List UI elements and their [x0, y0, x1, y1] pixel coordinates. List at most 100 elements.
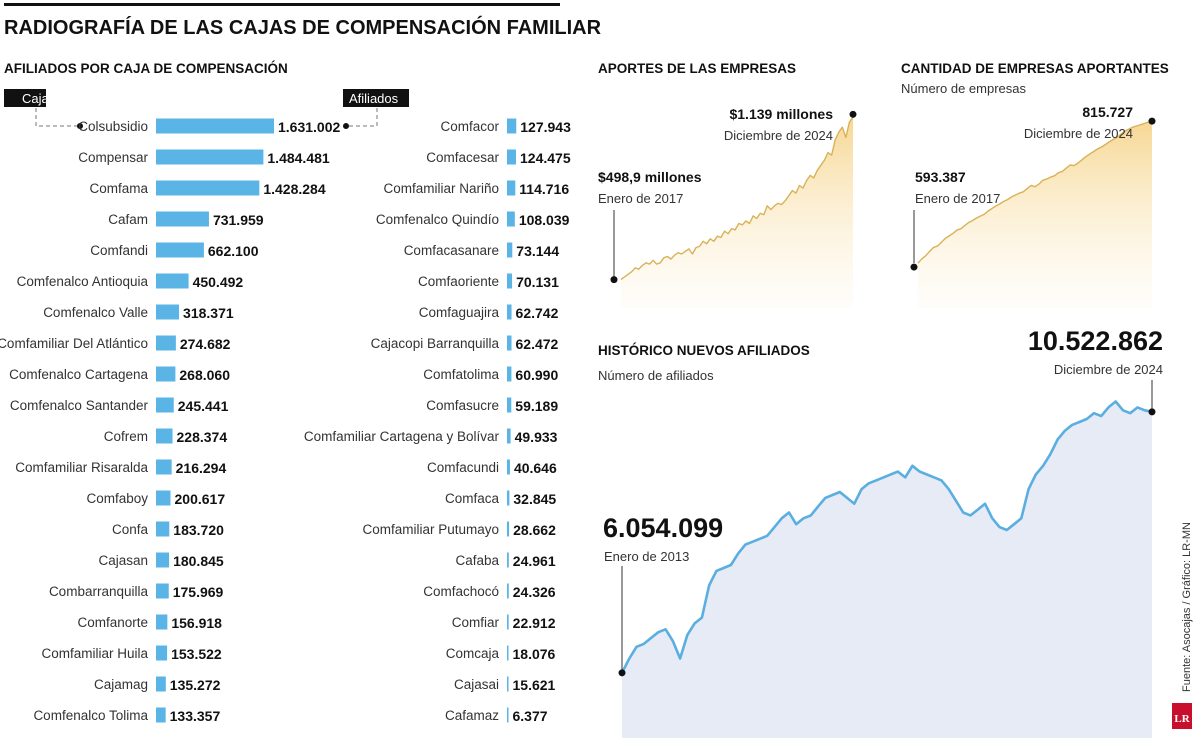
bar-category-label: Cofrem	[104, 429, 148, 444]
bar	[156, 552, 170, 568]
afiliados-legend-tag: Afiliados	[343, 89, 409, 107]
bar	[507, 583, 509, 599]
bar-category-label: Comfatolima	[423, 367, 499, 382]
bar-category-label: Comfamiliar Nariño	[383, 181, 499, 196]
bar	[507, 366, 512, 382]
bar-value-label: 24.961	[513, 553, 556, 569]
bar	[507, 490, 510, 506]
bar-category-label: Comfachocó	[423, 584, 499, 599]
bar	[507, 521, 510, 537]
bar-category-label: Comfamiliar Del Atlántico	[0, 336, 148, 351]
bar-category-label: Comfamiliar Putumayo	[362, 522, 499, 537]
title-top-rule	[4, 3, 560, 6]
legend-connectors	[35, 108, 378, 127]
historico-start-value: 6.054.099	[603, 513, 723, 543]
bar	[156, 490, 171, 506]
bar-value-label: 1.428.284	[263, 181, 325, 197]
lr-logo: LR	[1172, 703, 1192, 729]
source-note: Fuente: Asocajas / Gráfico: LR-MN	[1181, 522, 1193, 692]
bar	[156, 583, 169, 599]
bar-category-label: Comfiar	[452, 615, 500, 630]
bar-value-label: 175.969	[173, 584, 224, 600]
bar	[507, 180, 516, 196]
end-marker	[1148, 408, 1156, 416]
bar-category-label: Comfaoriente	[418, 274, 499, 289]
bar-value-label: 73.144	[516, 243, 559, 259]
bar	[156, 645, 168, 661]
bar-value-label: 22.912	[513, 615, 556, 631]
bar	[156, 273, 189, 289]
bar-value-label: 127.943	[520, 119, 571, 135]
historico-end-date: Diciembre de 2024	[1054, 362, 1163, 377]
bar	[507, 428, 511, 444]
bar-value-label: 6.377	[513, 708, 548, 724]
bar-value-label: 274.682	[180, 336, 231, 352]
bar-value-label: 108.039	[519, 212, 570, 228]
bar-value-label: 268.060	[179, 367, 230, 383]
bar	[156, 118, 274, 134]
bar	[507, 707, 509, 723]
bar-value-label: 662.100	[208, 243, 259, 259]
bar-category-label: Comfaboy	[86, 491, 148, 506]
bar-value-label: 49.933	[515, 429, 558, 445]
legend-dot-right	[343, 123, 349, 129]
bar-value-label: 114.716	[519, 181, 569, 197]
bar	[507, 459, 510, 475]
bar-category-label: Combarranquilla	[49, 584, 149, 599]
bar-value-label: 32.845	[513, 491, 556, 507]
bar-category-label: Comfenalco Tolima	[33, 708, 148, 723]
bar-category-label: Comfacasanare	[404, 243, 499, 258]
area-fill	[918, 121, 1152, 308]
bar	[156, 180, 260, 196]
series-line	[917, 120, 1153, 264]
bar-value-label: 183.720	[173, 522, 224, 538]
bar-value-label: 124.475	[520, 150, 571, 166]
bar-category-label: Cajasai	[454, 677, 499, 692]
affiliates-bar-chart: Colsubsidio 1.631.002 Compensar 1.484.481 Co…	[0, 118, 571, 724]
bar-value-label: 156.918	[171, 615, 222, 631]
bar-category-label: Confa	[112, 522, 149, 537]
bar-value-label: 450.492	[193, 274, 244, 290]
bar-value-label: 40.646	[514, 460, 557, 476]
area-fill	[622, 401, 1152, 738]
start-marker	[618, 669, 626, 677]
bar-category-label: Comfenalco Antioquia	[17, 274, 149, 289]
bar-category-label: Comfacesar	[426, 150, 499, 165]
end-marker	[849, 110, 857, 118]
empresas-title: CANTIDAD DE EMPRESAS APORTANTES	[901, 61, 1169, 76]
bar-category-label: Comcaja	[446, 646, 500, 661]
bar	[507, 242, 513, 258]
bar	[156, 676, 166, 692]
bar-category-label: Cajamag	[94, 677, 148, 692]
bar-value-label: 318.371	[183, 305, 234, 321]
bar-category-label: Cafaba	[455, 553, 499, 568]
legend-dot-left	[77, 123, 83, 129]
bar	[507, 304, 512, 320]
aportes-start-date: Enero de 2017	[598, 191, 683, 206]
bar-value-label: 153.522	[171, 646, 222, 662]
caja-legend-label: Caja	[22, 91, 50, 106]
lr-logo-text: LR	[1174, 713, 1190, 725]
bar-category-label: Cajasan	[98, 553, 148, 568]
bar-value-label: 28.662	[513, 522, 556, 538]
bar-category-label: Comfacundi	[427, 460, 499, 475]
bar-value-label: 228.374	[177, 429, 228, 445]
empresas-subtitle: Número de empresas	[901, 81, 1026, 96]
bar-category-label: Comfamiliar Huila	[41, 646, 148, 661]
bar-value-label: 24.326	[513, 584, 556, 600]
bar	[156, 304, 180, 320]
bar-category-label: Cafam	[108, 212, 148, 227]
bar	[156, 242, 204, 258]
bar-value-label: 133.357	[170, 708, 221, 724]
bar	[156, 521, 170, 537]
bar-value-label: 135.272	[170, 677, 221, 693]
series-line	[620, 116, 854, 281]
empresas-start-date: Enero de 2017	[915, 191, 1000, 206]
bar-value-label: 200.617	[175, 491, 226, 507]
bar-value-label: 245.441	[178, 398, 229, 414]
empresas-end-date: Diciembre de 2024	[1024, 126, 1133, 141]
page-title: RADIOGRAFÍA DE LAS CAJAS DE COMPENSACIÓN…	[4, 15, 602, 39]
bar	[507, 614, 509, 630]
bar	[156, 428, 173, 444]
